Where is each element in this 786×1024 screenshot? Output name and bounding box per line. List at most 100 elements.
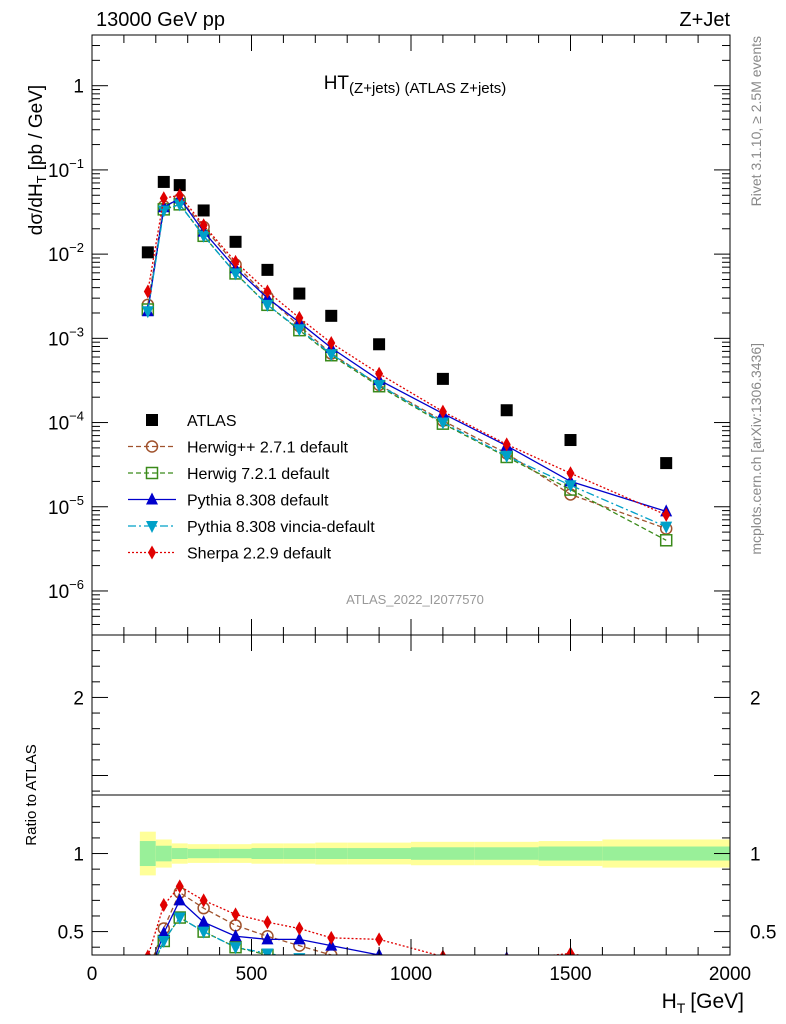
- main-data-point: [500, 404, 513, 417]
- legend-label: Herwig++ 2.7.1 default: [187, 440, 349, 457]
- ratio-data-point: [295, 921, 304, 936]
- ratio-data-point: [159, 898, 168, 913]
- main-series-group: [141, 175, 673, 547]
- ratio-data-point: [261, 932, 274, 945]
- ratio-data-point: [326, 957, 337, 968]
- ratio-y-tick-label: 1: [73, 845, 84, 866]
- main-y-tick-label: 1: [73, 77, 84, 98]
- main-data-point: [662, 507, 671, 522]
- ratio-band-inner: [251, 848, 284, 859]
- main-y-tick-label: 10−6: [48, 577, 84, 603]
- main-data-point: [373, 379, 386, 392]
- main-data-point: [325, 309, 338, 322]
- ratio-y-axis-label: Ratio to ATLAS: [23, 744, 40, 845]
- ratio-data-point: [660, 977, 672, 989]
- ratio-data-point: [437, 961, 449, 973]
- main-y-tick-base: 10: [48, 245, 69, 266]
- ratio-data-point: [501, 957, 512, 968]
- ratio-band-inner: [219, 848, 252, 859]
- ratio-data-point: [661, 978, 672, 989]
- main-data-point: [261, 299, 274, 312]
- main-y-label-sub: T: [34, 175, 49, 183]
- main-data-point: [293, 324, 306, 337]
- main-y-tick-exponent: −2: [69, 240, 84, 255]
- legend-label: ATLAS: [187, 413, 237, 430]
- ratio-data-point: [142, 973, 154, 985]
- ratio-data-point: [437, 962, 448, 973]
- main-data-point: [373, 338, 386, 351]
- ratio-uncertainty-band: [139, 831, 730, 876]
- main-data-point: [502, 437, 511, 452]
- ratio-series-line: [153, 891, 338, 955]
- ratio-data-point: [437, 957, 448, 968]
- main-y-tick-label: 10−2: [48, 240, 84, 266]
- legend-label: Herwig 7.2.1 default: [187, 466, 330, 483]
- legend-entry: Pythia 8.308 default: [128, 492, 329, 510]
- main-data-point: [564, 434, 577, 447]
- header-left: 13000 GeV pp: [96, 9, 225, 31]
- main-data-point: [660, 457, 673, 470]
- legend-entry: Herwig++ 2.7.1 default: [128, 440, 349, 457]
- ratio-y-tick-label-right: 2: [750, 688, 761, 709]
- legend-marker: [146, 492, 158, 505]
- ratio-data-point: [199, 893, 208, 908]
- main-y-label-units: [pb / GeV]: [26, 85, 47, 171]
- main-title: HT(Z+jets) (ATLAS Z+jets): [324, 73, 507, 97]
- main-y-tick-base: 10: [48, 329, 69, 350]
- main-y-tick-label: 10−4: [48, 409, 84, 435]
- x-axis-label-units: [GeV]: [690, 990, 744, 1013]
- ratio-panel-frame: [91, 634, 731, 956]
- header-right: Z+Jet: [679, 9, 730, 31]
- main-y-tick-label: 10−3: [48, 324, 84, 350]
- ratio-series-line: [147, 885, 582, 955]
- ratio-data-point: [325, 958, 337, 970]
- main-y-label-text: dσ/dH: [26, 183, 47, 235]
- main-y-tick-base: 10: [48, 161, 69, 182]
- main-data-point: [659, 534, 673, 547]
- legend: ATLAS Herwig++ 2.7.1 default Herwig 7.2.1 …: [128, 413, 375, 563]
- ratio-data-point: [197, 915, 210, 928]
- x-tick-label: 1500: [549, 964, 591, 985]
- x-tick-label: 1000: [390, 964, 432, 985]
- main-series-0: [141, 175, 673, 470]
- ratio-data-point: [229, 919, 242, 932]
- legend-marker: [145, 466, 159, 480]
- main-data-point: [293, 287, 306, 300]
- ratio-data-point: [660, 960, 672, 972]
- main-data-point: [175, 188, 184, 203]
- ratio-band-inner: [538, 846, 603, 861]
- ratio-band-inner: [187, 848, 220, 859]
- main-y-tick-exponent: −1: [69, 156, 84, 171]
- main-data-point: [375, 366, 384, 381]
- ratio-data-point: [142, 967, 153, 978]
- ratio-ticks: 0.5 0.5 1 1 2 2 0 500 1000 1500 2000: [58, 635, 776, 985]
- ratio-data-point: [229, 942, 242, 955]
- ratio-data-point: [261, 948, 274, 955]
- main-data-point: [438, 404, 447, 419]
- ratio-data-point: [231, 907, 240, 922]
- legend-label: Sherpa 2.2.9 default: [187, 546, 332, 563]
- main-y-tick-exponent: −6: [69, 577, 84, 592]
- legend-entry: Herwig 7.2.1 default: [128, 466, 330, 483]
- main-data-point: [157, 175, 170, 188]
- ratio-data-point: [175, 879, 184, 894]
- main-title-text: HT: [324, 73, 350, 94]
- x-axis-label: HT [GeV]: [662, 990, 744, 1016]
- legend-label: Pythia 8.308 vincia-default: [187, 519, 375, 536]
- ratio-data-point: [501, 961, 513, 973]
- main-y-tick-base: 10: [48, 582, 69, 603]
- main-data-point: [173, 179, 186, 192]
- legend-entry: Pythia 8.308 vincia-default: [128, 519, 375, 536]
- main-data-point: [500, 451, 513, 464]
- main-data-point: [261, 263, 274, 276]
- legend-label: Pythia 8.308 default: [187, 493, 329, 510]
- ratio-data-point: [501, 964, 512, 975]
- main-data-point: [660, 521, 673, 534]
- main-data-point: [197, 204, 210, 217]
- x-axis-label-text: H: [662, 990, 677, 1013]
- main-data-point: [295, 310, 304, 325]
- main-data-point: [157, 205, 170, 218]
- main-data-point: [199, 218, 208, 233]
- main-data-point: [564, 480, 577, 493]
- ratio-band-inner: [602, 846, 730, 861]
